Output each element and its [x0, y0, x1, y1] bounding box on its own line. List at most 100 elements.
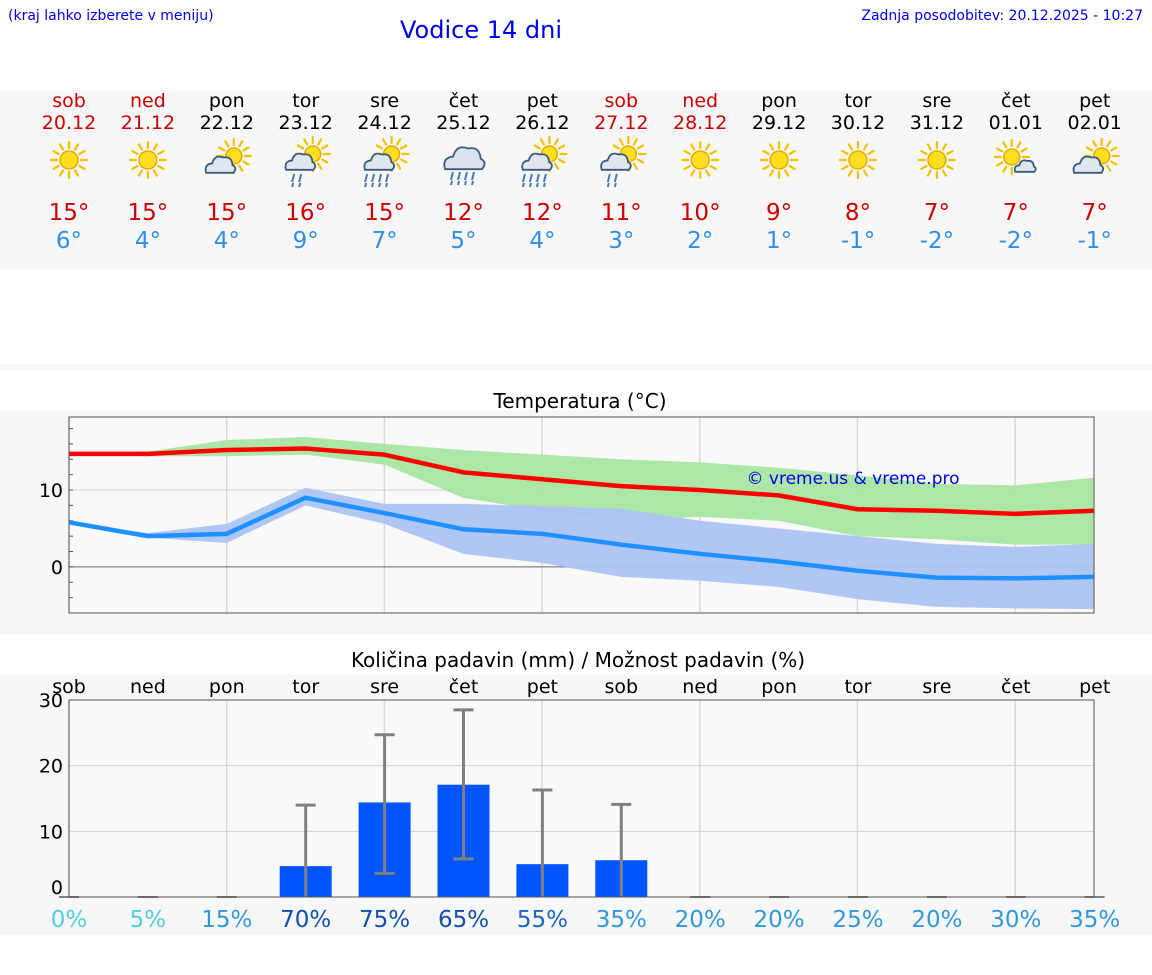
- day-name: pet: [527, 90, 558, 112]
- min-temperature: 9°: [293, 228, 319, 254]
- temperature-chart: Temperatura (°C) 0 10 © vreme.us & vreme.pr…: [39, 389, 1095, 614]
- rain-drop: [521, 173, 526, 183]
- sun-ray: [926, 143, 933, 151]
- sun-icon: [759, 140, 799, 180]
- sun-ray: [618, 138, 624, 146]
- min-temperature: 4°: [214, 228, 240, 254]
- day-date: 21.12: [121, 112, 175, 134]
- min-temperature: 4°: [529, 228, 555, 254]
- max-temperature: 11°: [601, 200, 642, 226]
- min-temperature: 1°: [766, 228, 792, 254]
- rain-drop: [613, 182, 617, 188]
- rain-drop: [606, 173, 611, 183]
- cloud-shape: [443, 146, 486, 171]
- sun-ray: [862, 169, 869, 177]
- rain-drop: [378, 173, 383, 183]
- day-date: 30.12: [831, 112, 885, 134]
- sun-ray: [217, 146, 226, 152]
- sun-rays: [917, 140, 957, 180]
- day-date: 27.12: [594, 112, 648, 134]
- cloud-shape: [204, 155, 237, 174]
- precipitation-probability: 0%: [51, 907, 88, 933]
- chart-credit: © vreme.us & vreme.pro: [746, 469, 959, 489]
- max-temperature: 15°: [364, 200, 405, 226]
- cloud-shape: [1072, 155, 1105, 174]
- sun-ray: [52, 149, 60, 156]
- location-menu-note: (kraj lahko izberete v meniju): [8, 8, 214, 24]
- cloud-shape: [521, 152, 553, 171]
- sun-ray: [321, 158, 329, 164]
- rain-drop: [542, 173, 547, 183]
- rain-drop: [471, 171, 475, 181]
- cloud-shape: [1013, 159, 1037, 173]
- sun-ray: [382, 138, 388, 146]
- sun-ray: [224, 140, 230, 148]
- rain-drop: [613, 173, 618, 183]
- sun-ray: [941, 169, 948, 177]
- precipitation-probability: 20%: [754, 907, 805, 933]
- precipitation-probability: 15%: [201, 907, 252, 933]
- rain-drop: [464, 180, 467, 186]
- sun-ray: [709, 164, 717, 171]
- sun-ray: [690, 143, 696, 151]
- sun-ray: [1002, 165, 1008, 173]
- sun-ray: [375, 144, 384, 150]
- day-date: 01.01: [989, 112, 1043, 134]
- precipitation-day-label: ned: [682, 676, 718, 698]
- sun-ray: [847, 143, 854, 151]
- max-temperature-line: [69, 446, 1095, 517]
- min-temperature: -2°: [920, 228, 954, 254]
- rain-drop: [521, 182, 525, 188]
- sun-ray: [533, 144, 541, 150]
- day-name: čet: [449, 90, 479, 112]
- sun-ray: [73, 169, 80, 177]
- precipitation-probability: 5%: [130, 907, 167, 933]
- sun-ray: [242, 146, 250, 152]
- page-title: Vodice 14 dni: [400, 16, 563, 44]
- rain-drop: [457, 171, 461, 181]
- separator-band: [0, 364, 1152, 370]
- sun-cloud-heavy-rain-icon: [363, 135, 410, 188]
- temperature-y-tick-label: 10: [39, 480, 63, 502]
- day-date: 23.12: [278, 112, 332, 134]
- sun-ray: [238, 140, 244, 148]
- min-temperature: -2°: [999, 228, 1033, 254]
- precipitation-probability: 35%: [1069, 907, 1120, 933]
- sun-rays: [759, 140, 799, 180]
- forecast-strip-background: [0, 90, 1152, 270]
- sun-ray: [709, 149, 717, 156]
- sun-ray: [783, 169, 790, 177]
- day-name: pon: [761, 90, 797, 112]
- min-temperature-line: [68, 495, 1095, 581]
- sun-ray: [762, 164, 770, 171]
- rain-drop: [464, 171, 468, 181]
- cloud-shape: [284, 152, 317, 171]
- sun-ray: [557, 158, 566, 164]
- sun-rays: [681, 140, 720, 180]
- precipitation-y-tick-label: 30: [39, 690, 63, 712]
- sun-ray: [131, 149, 139, 156]
- rain-drops: [291, 173, 303, 188]
- sun-ray: [690, 169, 696, 177]
- sun-ray: [788, 164, 796, 171]
- sun-rays: [838, 140, 878, 180]
- sun-ray: [242, 160, 250, 166]
- sun-ray: [1092, 140, 1098, 148]
- sun-ray: [636, 158, 645, 164]
- rain-drops: [364, 173, 390, 188]
- sun-ray: [920, 164, 928, 171]
- day-date: 29.12: [752, 112, 806, 134]
- day-date: 24.12: [357, 112, 411, 134]
- precipitation-probability: 65%: [438, 907, 489, 933]
- rain-drop: [378, 182, 382, 188]
- min-temperature: 4°: [135, 228, 161, 254]
- sun-ray: [52, 164, 60, 171]
- precipitation-probability: 75%: [359, 907, 410, 933]
- precipitation-plot-frame: [68, 699, 1095, 898]
